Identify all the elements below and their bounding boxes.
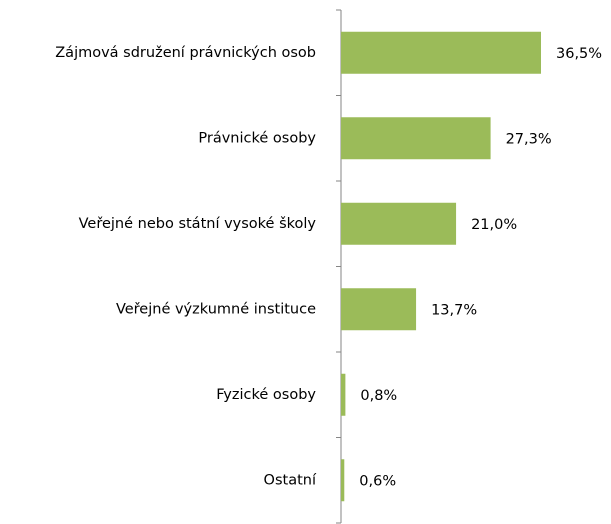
data-label: 0,6% <box>359 473 396 489</box>
category-label: Ostatní <box>264 472 317 488</box>
bar <box>341 288 417 331</box>
category-label: Fyzické osoby <box>216 387 316 403</box>
bar <box>341 202 457 245</box>
data-label: 21,0% <box>471 217 517 233</box>
category-label: Veřejné výzkumné instituce <box>116 301 316 317</box>
bar <box>341 373 346 416</box>
data-label: 0,8% <box>360 388 397 404</box>
data-label: 36,5% <box>556 46 602 62</box>
bar <box>341 31 541 74</box>
category-label: Zájmová sdružení právnických osob <box>55 45 316 61</box>
bar <box>341 117 491 160</box>
data-label: 27,3% <box>506 131 552 147</box>
category-label: Veřejné nebo státní vysoké školy <box>79 216 317 232</box>
bar <box>341 459 345 502</box>
category-label: Právnické osoby <box>198 130 316 146</box>
data-label: 13,7% <box>431 302 477 318</box>
